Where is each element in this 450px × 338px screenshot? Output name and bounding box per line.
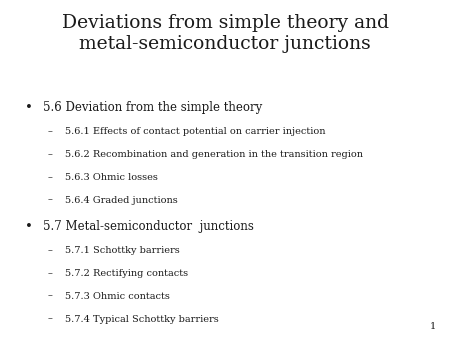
Text: 5.7.2 Rectifying contacts: 5.7.2 Rectifying contacts xyxy=(65,269,189,278)
Text: 5.7 Metal-semiconductor  junctions: 5.7 Metal-semiconductor junctions xyxy=(43,220,254,233)
Text: 5.7.1 Schottky barriers: 5.7.1 Schottky barriers xyxy=(65,246,180,255)
Text: •: • xyxy=(25,101,32,114)
Text: 5.6.1 Effects of contact potential on carrier injection: 5.6.1 Effects of contact potential on ca… xyxy=(65,127,326,136)
Text: –: – xyxy=(47,196,52,205)
Text: •: • xyxy=(25,220,32,233)
Text: 5.6 Deviation from the simple theory: 5.6 Deviation from the simple theory xyxy=(43,101,262,114)
Text: 5.7.4 Typical Schottky barriers: 5.7.4 Typical Schottky barriers xyxy=(65,315,219,324)
Text: –: – xyxy=(47,173,52,182)
Text: –: – xyxy=(47,127,52,136)
Text: –: – xyxy=(47,269,52,278)
Text: –: – xyxy=(47,150,52,159)
Text: 5.6.4 Graded junctions: 5.6.4 Graded junctions xyxy=(65,196,178,205)
Text: 1: 1 xyxy=(430,322,436,331)
Text: Deviations from simple theory and
metal-semiconductor junctions: Deviations from simple theory and metal-… xyxy=(62,14,388,53)
Text: 5.6.3 Ohmic losses: 5.6.3 Ohmic losses xyxy=(65,173,158,182)
Text: 5.6.2 Recombination and generation in the transition region: 5.6.2 Recombination and generation in th… xyxy=(65,150,363,159)
Text: –: – xyxy=(47,292,52,301)
Text: –: – xyxy=(47,315,52,324)
Text: 5.7.3 Ohmic contacts: 5.7.3 Ohmic contacts xyxy=(65,292,170,301)
Text: –: – xyxy=(47,246,52,255)
